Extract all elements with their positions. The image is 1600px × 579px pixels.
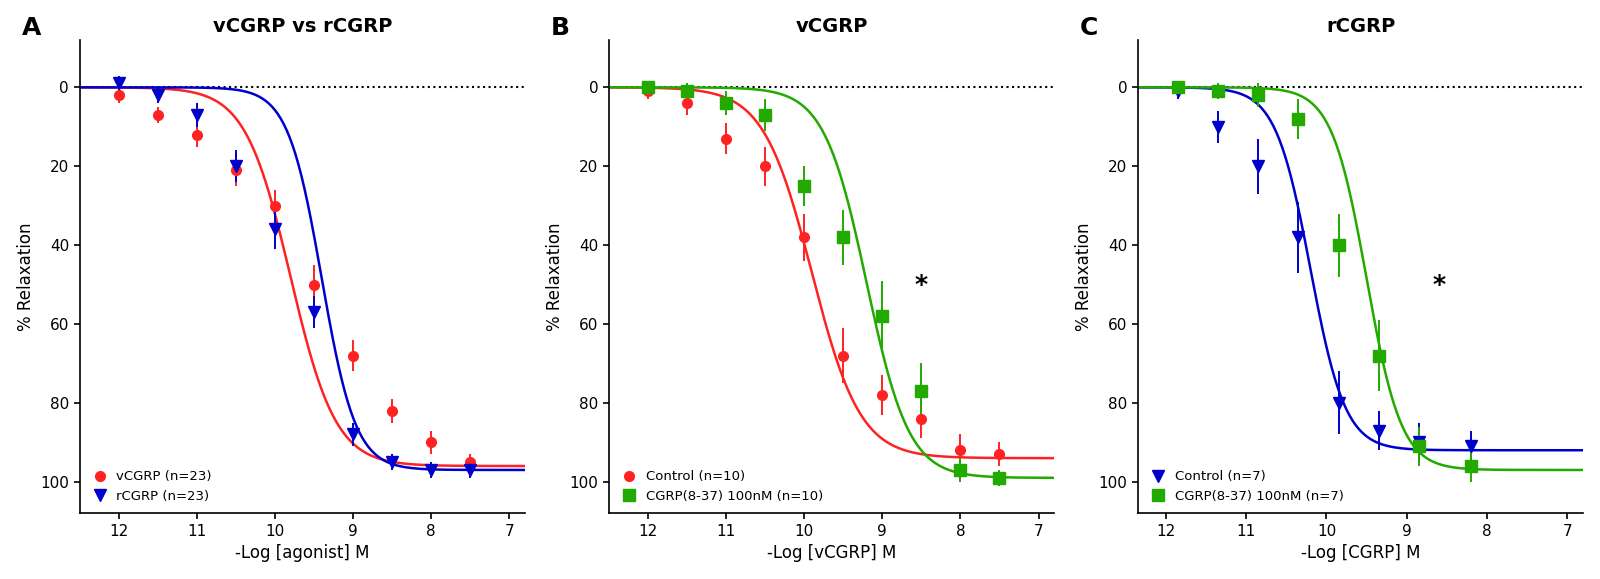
Control (n=10) (755, 163, 774, 170)
Control (n=10) (795, 234, 814, 241)
X-axis label: -Log [CGRP] M: -Log [CGRP] M (1301, 544, 1421, 562)
Line: Control (n=7): Control (n=7) (1173, 86, 1477, 452)
Title: vCGRP vs rCGRP: vCGRP vs rCGRP (213, 17, 392, 36)
rCGRP (n=23) (149, 91, 168, 98)
Text: C: C (1080, 16, 1098, 41)
CGRP(8-37) 100nM (n=7) (1288, 115, 1307, 122)
Control (n=10) (638, 88, 658, 95)
Control (n=10) (990, 450, 1010, 457)
Line: CGRP(8-37) 100nM (n=10): CGRP(8-37) 100nM (n=10) (642, 82, 1005, 483)
CGRP(8-37) 100nM (n=10) (677, 88, 696, 95)
Line: vCGRP (n=23): vCGRP (n=23) (114, 90, 475, 467)
Control (n=7) (1208, 123, 1227, 130)
Control (n=10) (677, 100, 696, 107)
Control (n=10) (950, 447, 970, 454)
Control (n=7) (1168, 88, 1187, 95)
Line: Control (n=10): Control (n=10) (643, 86, 1005, 459)
rCGRP (n=23) (461, 467, 480, 474)
vCGRP (n=23) (382, 407, 402, 414)
Legend: Control (n=7), CGRP(8-37) 100nM (n=7): Control (n=7), CGRP(8-37) 100nM (n=7) (1144, 466, 1347, 507)
Text: A: A (22, 16, 42, 41)
vCGRP (n=23) (304, 281, 323, 288)
rCGRP (n=23) (266, 226, 285, 233)
Control (n=10) (834, 352, 853, 359)
vCGRP (n=23) (344, 352, 363, 359)
Line: CGRP(8-37) 100nM (n=7): CGRP(8-37) 100nM (n=7) (1173, 82, 1477, 471)
Legend: vCGRP (n=23), rCGRP (n=23): vCGRP (n=23), rCGRP (n=23) (86, 466, 216, 507)
CGRP(8-37) 100nM (n=7) (1208, 88, 1227, 95)
Text: *: * (1432, 273, 1445, 296)
vCGRP (n=23) (461, 459, 480, 466)
Control (n=10) (912, 415, 931, 422)
Y-axis label: % Relaxation: % Relaxation (16, 222, 35, 331)
Text: *: * (915, 273, 928, 296)
CGRP(8-37) 100nM (n=7) (1370, 352, 1389, 359)
CGRP(8-37) 100nM (n=7) (1410, 443, 1429, 450)
Text: B: B (550, 16, 570, 41)
CGRP(8-37) 100nM (n=10) (717, 100, 736, 107)
vCGRP (n=23) (187, 131, 206, 138)
rCGRP (n=23) (422, 467, 442, 474)
rCGRP (n=23) (226, 163, 245, 170)
Y-axis label: % Relaxation: % Relaxation (1075, 222, 1093, 331)
CGRP(8-37) 100nM (n=10) (912, 387, 931, 394)
Line: rCGRP (n=23): rCGRP (n=23) (114, 78, 475, 475)
Control (n=7) (1410, 439, 1429, 446)
Control (n=7) (1461, 443, 1480, 450)
CGRP(8-37) 100nM (n=7) (1461, 463, 1480, 470)
CGRP(8-37) 100nM (n=10) (872, 313, 891, 320)
CGRP(8-37) 100nM (n=10) (990, 474, 1010, 481)
CGRP(8-37) 100nM (n=7) (1330, 241, 1349, 248)
Control (n=10) (872, 391, 891, 398)
Control (n=10) (717, 135, 736, 142)
vCGRP (n=23) (109, 91, 128, 98)
X-axis label: -Log [agonist] M: -Log [agonist] M (235, 544, 370, 562)
vCGRP (n=23) (422, 439, 442, 446)
Legend: Control (n=10), CGRP(8-37) 100nM (n=10): Control (n=10), CGRP(8-37) 100nM (n=10) (616, 466, 827, 507)
CGRP(8-37) 100nM (n=10) (795, 182, 814, 189)
rCGRP (n=23) (382, 459, 402, 466)
CGRP(8-37) 100nM (n=7) (1168, 84, 1187, 91)
rCGRP (n=23) (187, 112, 206, 119)
CGRP(8-37) 100nM (n=10) (950, 467, 970, 474)
X-axis label: -Log [vCGRP] M: -Log [vCGRP] M (766, 544, 896, 562)
Title: rCGRP: rCGRP (1326, 17, 1395, 36)
rCGRP (n=23) (344, 431, 363, 438)
Control (n=7) (1330, 400, 1349, 406)
CGRP(8-37) 100nM (n=10) (755, 112, 774, 119)
Control (n=7) (1370, 427, 1389, 434)
rCGRP (n=23) (304, 309, 323, 316)
CGRP(8-37) 100nM (n=10) (638, 84, 658, 91)
rCGRP (n=23) (109, 80, 128, 87)
Control (n=7) (1288, 234, 1307, 241)
CGRP(8-37) 100nM (n=10) (834, 234, 853, 241)
vCGRP (n=23) (266, 202, 285, 209)
Title: vCGRP: vCGRP (795, 17, 867, 36)
Y-axis label: % Relaxation: % Relaxation (546, 222, 563, 331)
Control (n=7) (1248, 163, 1267, 170)
vCGRP (n=23) (149, 112, 168, 119)
vCGRP (n=23) (226, 167, 245, 174)
CGRP(8-37) 100nM (n=7) (1248, 91, 1267, 98)
